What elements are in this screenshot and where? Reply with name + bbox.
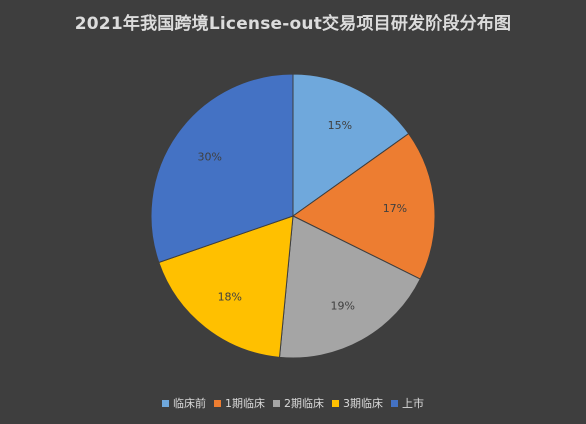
- data-label-2: 17%: [383, 202, 407, 215]
- data-label-4: 18%: [218, 290, 242, 303]
- legend-item-1: 临床前: [162, 395, 206, 411]
- pie-slice-5: [150, 73, 294, 264]
- chart-title: 2021年我国跨境License-out交易项目研发阶段分布图: [74, 14, 512, 34]
- legend-item-4: 3期临床: [332, 395, 383, 411]
- legend-swatch: [214, 399, 221, 407]
- legend-label: 临床前: [173, 397, 206, 410]
- legend-label: 2期临床: [284, 397, 324, 410]
- legend-label: 1期临床: [225, 397, 265, 410]
- data-label-1: 15%: [328, 119, 352, 132]
- legend-swatch: [391, 399, 398, 407]
- legend-item-3: 2期临床: [273, 395, 324, 411]
- legend-swatch: [162, 399, 169, 407]
- legend-swatch: [332, 399, 339, 407]
- legend-item-5: 上市: [391, 395, 424, 411]
- legend: 临床前 1期临床 2期临床 3期临床 上市: [0, 395, 586, 411]
- legend-item-2: 1期临床: [214, 395, 265, 411]
- pie-slice-2: [292, 132, 436, 280]
- pie-slice-1: [292, 73, 410, 217]
- legend-label: 上市: [402, 397, 424, 410]
- legend-swatch: [273, 399, 280, 407]
- legend-label: 3期临床: [343, 397, 383, 410]
- data-label-5: 30%: [197, 151, 221, 164]
- data-label-3: 19%: [330, 299, 354, 312]
- pie-slice-3: [278, 215, 421, 359]
